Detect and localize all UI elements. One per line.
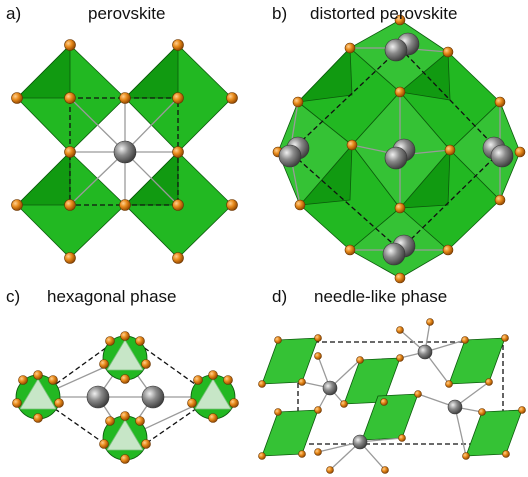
panel-d-letter: d) [272, 287, 288, 306]
chain-right [187, 370, 239, 423]
panel-c-letter: c) [6, 287, 21, 306]
panel-b-title: distorted perovskite [310, 4, 458, 23]
panel-b-structure [272, 14, 526, 284]
panel-d-title: needle-like phase [314, 287, 448, 306]
panel-d-structure [258, 318, 526, 474]
panel-c-title: hexagonal phase [47, 287, 177, 306]
panel-d-unit-cell [297, 341, 504, 445]
panel-c-structure [12, 331, 239, 464]
panel-a-structure [11, 39, 238, 264]
panel-b-letter: b) [272, 4, 288, 23]
panel-a-title: perovskite [88, 4, 166, 23]
chain-left [12, 370, 64, 423]
panel-c-unit-cell [36, 333, 215, 459]
chain-bottom [99, 411, 151, 464]
chain-top [99, 331, 151, 384]
panel-a-letter: a) [6, 4, 22, 23]
